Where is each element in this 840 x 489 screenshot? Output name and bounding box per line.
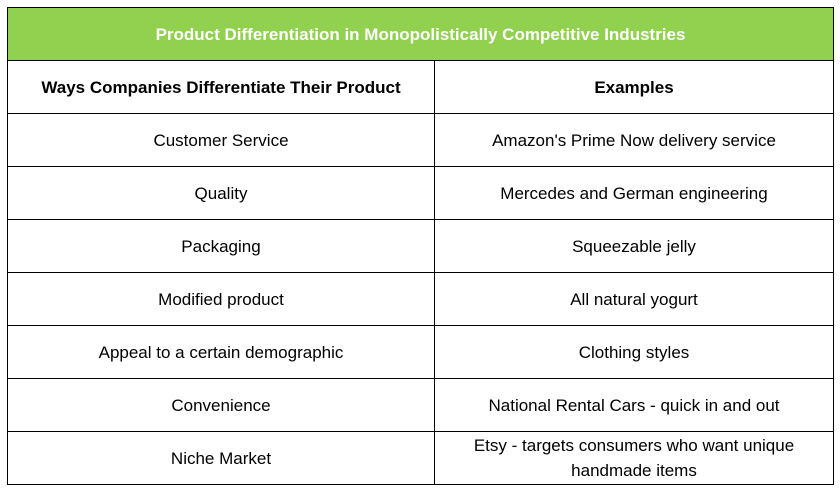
example-cell: All natural yogurt xyxy=(433,272,835,326)
way-cell: Packaging xyxy=(7,219,435,273)
table-row: Quality Mercedes and German engineering xyxy=(7,166,835,220)
way-cell: Quality xyxy=(7,166,435,220)
differentiation-table-container: Product Differentiation in Monopolistica… xyxy=(6,7,835,485)
example-cell: Amazon's Prime Now delivery service xyxy=(433,113,835,167)
table-row: Niche Market Etsy - targets consumers wh… xyxy=(7,431,835,485)
way-cell: Appeal to a certain demographic xyxy=(7,325,435,379)
example-cell: National Rental Cars - quick in and out xyxy=(433,378,835,432)
example-cell: Clothing styles xyxy=(433,325,835,379)
way-cell: Modified product xyxy=(7,272,435,326)
column-header-examples: Examples xyxy=(433,60,835,114)
table-title: Product Differentiation in Monopolistica… xyxy=(6,7,835,61)
example-cell: Etsy - targets consumers who want unique… xyxy=(433,431,835,485)
differentiation-table: Product Differentiation in Monopolistica… xyxy=(6,7,835,485)
table-row: Packaging Squeezable jelly xyxy=(7,219,835,273)
table-row: Appeal to a certain demographic Clothing… xyxy=(7,325,835,379)
way-cell: Niche Market xyxy=(7,431,435,485)
way-cell: Convenience xyxy=(7,378,435,432)
table-row: Customer Service Amazon's Prime Now deli… xyxy=(7,113,835,167)
table-row: Modified product All natural yogurt xyxy=(7,272,835,326)
column-header-ways: Ways Companies Differentiate Their Produ… xyxy=(7,60,435,114)
table-title-row: Product Differentiation in Monopolistica… xyxy=(6,7,835,61)
way-cell: Customer Service xyxy=(7,113,435,167)
table-row: Convenience National Rental Cars - quick… xyxy=(7,378,835,432)
example-cell: Squeezable jelly xyxy=(433,219,835,273)
example-cell: Mercedes and German engineering xyxy=(433,166,835,220)
table-header-row: Ways Companies Differentiate Their Produ… xyxy=(7,60,835,114)
